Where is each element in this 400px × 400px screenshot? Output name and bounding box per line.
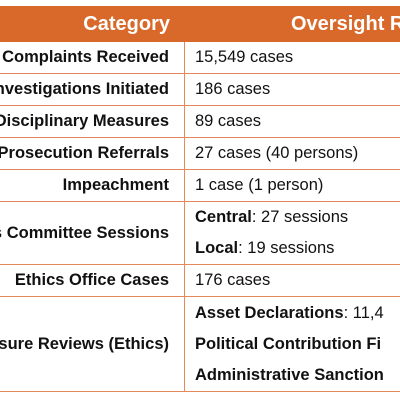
table-row: Complaints Received 15,549 cases: [0, 41, 400, 74]
row-value: Asset Declarations: 11,4 Political Contr…: [184, 296, 400, 392]
table-header-row: Category Oversight Results: [0, 6, 400, 42]
row-value: 176 cases: [184, 264, 400, 297]
value-line-text: : 19 sessions: [238, 239, 335, 257]
value-line: Administrative Sanction: [195, 360, 400, 391]
table-row: Disciplinary Measures 89 cases: [0, 105, 400, 138]
value-line-label: Administrative Sanction: [195, 365, 384, 384]
row-value: 27 cases (40 persons): [184, 137, 400, 170]
value-line-label: Political Contribution Fi: [195, 334, 382, 353]
row-category: Prosecution Referrals: [0, 137, 185, 170]
value-line: Political Contribution Fi: [195, 329, 400, 360]
value-line-text: : 27 sessions: [251, 208, 349, 226]
value-line: Asset Declarations: 11,4: [195, 298, 400, 329]
value-line-text: : 11,4: [343, 303, 384, 322]
value-line: Central: 27 sessions: [195, 203, 400, 234]
table-row: Prosecution Referrals 27 cases (40 perso…: [0, 137, 400, 170]
table-row: Disclosure Reviews (Ethics) Asset Declar…: [0, 296, 400, 392]
row-category: Disclosure Reviews (Ethics): [0, 296, 185, 392]
row-category: Ethics Committee Sessions: [0, 201, 185, 265]
value-line-label: Central: [195, 208, 252, 226]
row-value: 186 cases: [184, 73, 400, 106]
header-category: Category: [0, 6, 185, 42]
value-line: Local: 19 sessions: [195, 233, 400, 264]
row-category: Impeachment: [0, 169, 185, 202]
row-category: Complaints Received: [0, 41, 185, 74]
row-category: Disciplinary Measures: [0, 105, 185, 138]
table-row: Ethics Office Cases 176 cases: [0, 264, 400, 297]
row-value: Central: 27 sessions Local: 19 sessions: [184, 201, 400, 265]
row-value: 1 case (1 person): [184, 169, 400, 202]
table-row: Ethics Committee Sessions Central: 27 se…: [0, 201, 400, 265]
oversight-results-table: Category Oversight Results Complaints Re…: [0, 6, 400, 392]
table-row: Impeachment 1 case (1 person): [0, 169, 400, 202]
value-line-label: Asset Declarations: [195, 303, 344, 322]
header-oversight-results: Oversight Results: [184, 6, 400, 42]
table-row: Investigations Initiated 186 cases: [0, 73, 400, 106]
row-category: Investigations Initiated: [0, 73, 185, 106]
row-value: 89 cases: [184, 105, 400, 138]
value-line-label: Local: [195, 239, 239, 257]
row-category: Ethics Office Cases: [0, 264, 185, 297]
row-value: 15,549 cases: [184, 41, 400, 74]
